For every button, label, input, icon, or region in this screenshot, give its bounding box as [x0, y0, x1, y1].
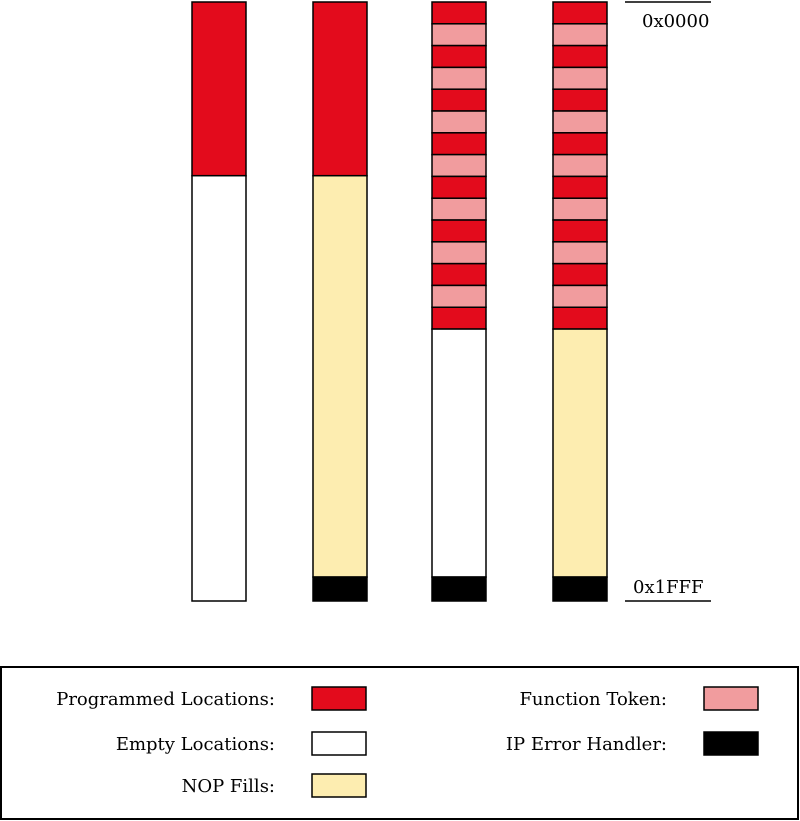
segment-programmed — [552, 175, 608, 199]
segment-programmed — [552, 262, 608, 287]
segment-empty — [191, 174, 247, 602]
segment-programmed — [431, 44, 487, 69]
segment-token — [431, 197, 487, 221]
start-address-label: 0x0000 — [642, 11, 709, 32]
segment-handler — [552, 576, 608, 602]
memory-columns — [191, 1, 608, 602]
segment-programmed — [312, 1, 368, 177]
column-3-tokenized-empty-handler — [431, 1, 487, 602]
segment-programmed — [431, 88, 487, 112]
segment-token — [552, 110, 608, 134]
segment-programmed — [191, 1, 247, 177]
legend-swatch-handler — [703, 731, 759, 756]
legend-swatch-programmed — [311, 686, 367, 711]
segment-token — [431, 284, 487, 309]
segment-token — [552, 197, 608, 221]
legend-label-programmed: Programmed Locations: — [56, 689, 275, 710]
segment-programmed — [552, 132, 608, 156]
segment-token — [431, 241, 487, 265]
column-2-programmed-nop-handler — [312, 1, 368, 602]
segment-programmed — [552, 306, 608, 330]
segment-programmed — [431, 219, 487, 243]
legend-label-nop: NOP Fills: — [182, 776, 275, 797]
segment-programmed — [552, 1, 608, 25]
segment-token — [552, 153, 608, 178]
legend-swatch-nop — [311, 773, 367, 798]
legend-box: Programmed Locations: Empty Locations: N… — [0, 666, 799, 820]
legend-swatch-empty — [311, 731, 367, 756]
segment-token — [552, 284, 608, 309]
segment-token — [431, 110, 487, 134]
legend-frame — [0, 666, 799, 820]
segment-programmed — [431, 1, 487, 25]
segment-handler — [431, 576, 487, 602]
segment-programmed — [552, 88, 608, 112]
segment-programmed — [431, 262, 487, 287]
segment-programmed — [431, 132, 487, 156]
segment-token — [431, 153, 487, 178]
segment-token — [431, 66, 487, 90]
column-4-tokenized-nop-handler — [552, 1, 608, 602]
segment-nop — [312, 174, 368, 578]
legend-swatch-token — [703, 686, 759, 711]
segment-token — [552, 241, 608, 265]
segment-programmed — [431, 306, 487, 330]
end-address-label: 0x1FFF — [633, 577, 704, 598]
segment-token — [552, 66, 608, 90]
segment-token — [552, 23, 608, 47]
segment-programmed — [431, 175, 487, 199]
legend-label-handler: IP Error Handler: — [506, 734, 667, 755]
segment-programmed — [552, 219, 608, 243]
legend-label-empty: Empty Locations: — [116, 734, 275, 755]
segment-handler — [312, 576, 368, 602]
legend-label-token: Function Token: — [519, 689, 667, 710]
column-1-programmed-empty — [191, 1, 247, 602]
address-markers: 0x0000 0x1FFF — [625, 1, 711, 602]
segment-token — [431, 23, 487, 47]
segment-empty — [431, 328, 487, 578]
segment-nop — [552, 328, 608, 578]
segment-programmed — [552, 44, 608, 69]
